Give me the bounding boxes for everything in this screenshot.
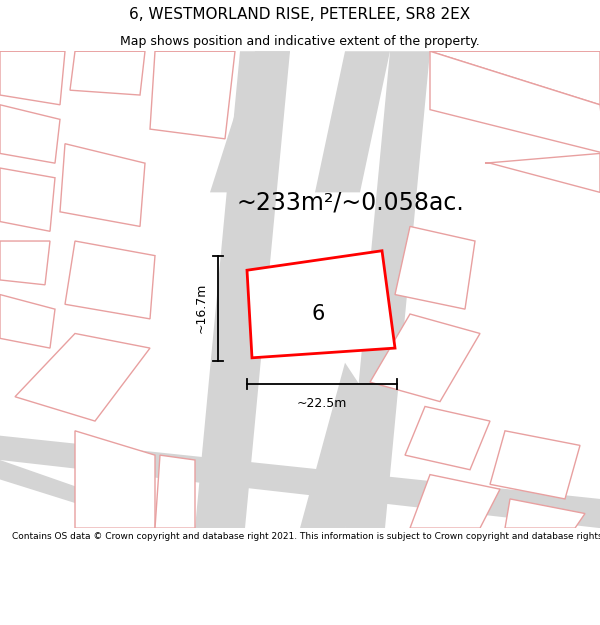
- Text: ~22.5m: ~22.5m: [297, 397, 347, 410]
- Text: ~233m²/~0.058ac.: ~233m²/~0.058ac.: [236, 190, 464, 214]
- Polygon shape: [0, 436, 600, 528]
- Polygon shape: [345, 51, 430, 528]
- Polygon shape: [300, 362, 390, 528]
- Polygon shape: [490, 431, 580, 499]
- Polygon shape: [0, 294, 55, 348]
- Polygon shape: [0, 460, 195, 528]
- Polygon shape: [75, 431, 155, 528]
- Polygon shape: [505, 499, 585, 528]
- Text: Contains OS data © Crown copyright and database right 2021. This information is : Contains OS data © Crown copyright and d…: [12, 532, 600, 541]
- Text: 6: 6: [311, 304, 325, 324]
- Polygon shape: [370, 314, 480, 402]
- Text: Map shows position and indicative extent of the property.: Map shows position and indicative extent…: [120, 34, 480, 48]
- Polygon shape: [60, 144, 145, 226]
- Polygon shape: [485, 153, 600, 192]
- Polygon shape: [0, 51, 65, 105]
- Polygon shape: [150, 51, 235, 139]
- Polygon shape: [155, 455, 195, 528]
- Polygon shape: [0, 168, 55, 231]
- Polygon shape: [15, 334, 150, 421]
- Polygon shape: [315, 51, 390, 192]
- Polygon shape: [65, 241, 155, 319]
- Polygon shape: [295, 275, 360, 334]
- Polygon shape: [410, 474, 500, 528]
- Polygon shape: [70, 51, 145, 95]
- Polygon shape: [247, 251, 395, 358]
- Polygon shape: [430, 51, 600, 153]
- Text: ~16.7m: ~16.7m: [195, 283, 208, 333]
- Polygon shape: [0, 241, 50, 285]
- Polygon shape: [395, 226, 475, 309]
- Polygon shape: [210, 51, 290, 192]
- Polygon shape: [430, 51, 600, 105]
- Polygon shape: [195, 51, 290, 528]
- Polygon shape: [0, 105, 60, 163]
- Text: 6, WESTMORLAND RISE, PETERLEE, SR8 2EX: 6, WESTMORLAND RISE, PETERLEE, SR8 2EX: [130, 7, 470, 22]
- Polygon shape: [405, 406, 490, 470]
